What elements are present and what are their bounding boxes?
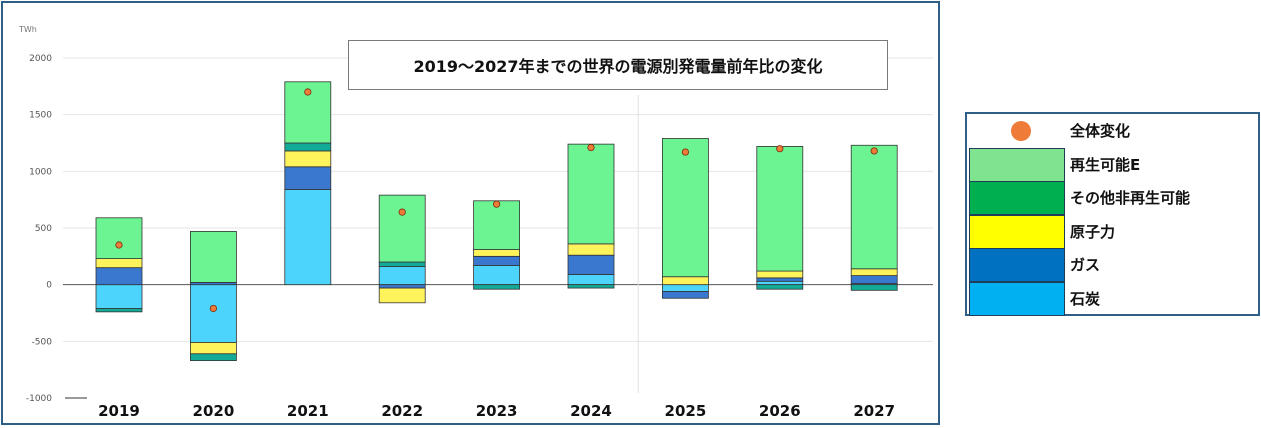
bar-segment-2023 xyxy=(473,255,521,266)
bar-segment-2019 xyxy=(95,217,143,260)
x-tick-label: 2020 xyxy=(193,402,235,420)
bar-segment-2020 xyxy=(189,353,237,361)
bar-segment-2022 xyxy=(378,194,426,263)
bar-segment-2022 xyxy=(378,261,426,267)
legend-swatch xyxy=(969,181,1065,216)
bar-segment-2019 xyxy=(95,284,143,309)
bar-segment-2025 xyxy=(662,276,709,286)
bar-segment-2025 xyxy=(662,138,709,278)
bar-segment-2026 xyxy=(756,280,804,286)
legend-label: ガス xyxy=(1070,256,1101,275)
y-tick-label: 500 xyxy=(35,224,52,234)
legend-swatch xyxy=(969,214,1065,249)
legend-label: 石炭 xyxy=(1070,290,1101,308)
bar-segment-2021 xyxy=(284,166,332,190)
bar-segment-2020 xyxy=(189,342,237,355)
total-change-dot-2021 xyxy=(304,88,312,96)
bar-segment-2020 xyxy=(189,284,237,343)
bar-segment-2021 xyxy=(284,150,332,168)
bar-segment-2021 xyxy=(284,189,332,286)
x-tick-label: 2023 xyxy=(476,402,518,420)
y-tick-label: 2000 xyxy=(29,54,52,64)
total-change-dot-2022 xyxy=(398,208,406,216)
bar-segment-2024 xyxy=(567,284,615,289)
bar-segment-2023 xyxy=(473,284,521,290)
legend-swatch xyxy=(969,282,1065,316)
legend-item: ガス xyxy=(967,248,1258,283)
legend-item: その他非再生可能 xyxy=(967,181,1258,216)
bar-segment-2026 xyxy=(756,145,804,272)
legend-swatch xyxy=(969,248,1065,283)
bar-segment-2020 xyxy=(189,230,237,283)
legend-item: 原子力 xyxy=(967,214,1258,249)
total-change-dot-2020 xyxy=(209,304,217,313)
bar-segments xyxy=(95,81,898,361)
bar-segment-2023 xyxy=(473,200,521,250)
y-tick-label: 1000 xyxy=(29,167,52,177)
total-change-dot-2023 xyxy=(492,200,501,208)
bar-segment-2027 xyxy=(850,284,898,291)
total-change-dot-2019 xyxy=(115,241,123,249)
x-tick-label: 2025 xyxy=(665,402,707,420)
y-tick-label: -500 xyxy=(32,337,53,347)
bar-segment-2024 xyxy=(567,143,615,245)
x-tick-label: 2022 xyxy=(381,402,423,420)
bar-segment-2027 xyxy=(850,268,898,276)
bar-segment-2022 xyxy=(378,266,426,286)
bar-segment-2024 xyxy=(567,243,615,256)
x-tick-label: 2024 xyxy=(570,402,612,420)
x-axis-ticks: 2019 2020 2021 2022 2023 2024 2025 2026 2027 xyxy=(98,402,895,420)
bar-segment-2026 xyxy=(756,284,804,290)
bar-segment-2023 xyxy=(473,264,521,286)
legend-swatch xyxy=(969,147,1065,182)
bar-segment-2021 xyxy=(284,142,332,152)
bar-segment-2025 xyxy=(662,284,709,292)
chart-legend: 全体変化再生可能E その他非再生可能 原子力ガス石炭 xyxy=(965,112,1260,316)
bar-segment-2019 xyxy=(95,308,143,313)
total-change-dot-2027 xyxy=(870,147,878,155)
legend-item: 再生可能E xyxy=(967,147,1258,182)
bar-segment-2019 xyxy=(95,258,143,269)
total-change-markers xyxy=(115,88,878,313)
bar-segment-2024 xyxy=(567,274,615,286)
x-tick-label: 2019 xyxy=(98,402,140,420)
total-change-dot-2024 xyxy=(587,143,595,152)
bar-segment-2027 xyxy=(850,275,898,284)
y-axis-unit-label: TWh xyxy=(18,25,37,34)
legend-item: 石炭 xyxy=(967,282,1258,316)
y-tick-label: -1000 xyxy=(26,394,52,404)
bar-segment-2022 xyxy=(378,284,426,289)
bar-segment-2026 xyxy=(756,277,804,282)
legend-item: 全体変化 xyxy=(967,114,1258,148)
x-tick-label: 2027 xyxy=(853,402,895,420)
bar-segment-2026 xyxy=(756,270,804,279)
bar-segment-2019 xyxy=(95,267,143,286)
chart-title: 2019～2027年までの世界の電源別発電量前年比の変化 xyxy=(348,40,888,90)
legend-label: その他非再生可能 xyxy=(1070,189,1191,208)
bar-segment-2023 xyxy=(473,249,521,257)
y-axis-ticks: 2000 1500 1000 500 0 -500 -1000 xyxy=(26,54,52,404)
legend-label: 再生可能E xyxy=(1070,155,1141,174)
legend-label: 原子力 xyxy=(1070,222,1116,241)
legend-label: 全体変化 xyxy=(1070,122,1131,140)
y-tick-label: 1500 xyxy=(29,111,52,121)
total-change-dot-2025 xyxy=(681,148,690,156)
x-tick-label: 2026 xyxy=(759,402,801,420)
bar-segment-2027 xyxy=(850,144,898,270)
legend-dot-icon xyxy=(1011,121,1031,141)
chart-frame: TWh 2000 1500 1000 500 0 -500 -1000 2019 2020 20… xyxy=(1,1,940,425)
bar-segment-2022 xyxy=(378,287,426,304)
x-tick-label: 2021 xyxy=(287,402,329,420)
total-change-dot-2026 xyxy=(776,145,784,153)
bar-segment-2025 xyxy=(662,291,709,299)
y-tick-label: 0 xyxy=(46,281,52,291)
bar-segment-2024 xyxy=(567,254,615,275)
